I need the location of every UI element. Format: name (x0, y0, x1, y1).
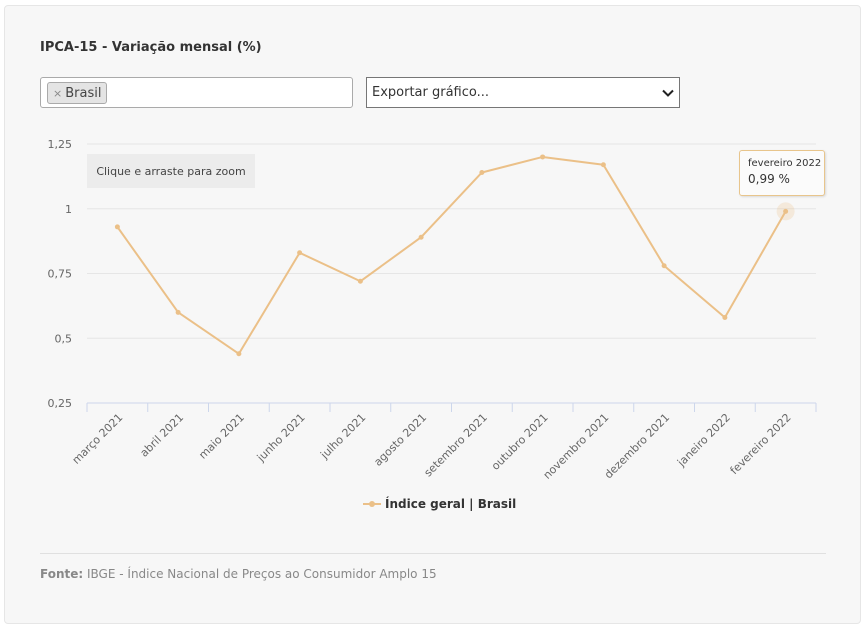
remove-tag-icon[interactable]: × (53, 86, 63, 100)
x-tick-label: maio 2021 (196, 411, 247, 462)
data-point (418, 234, 424, 240)
y-tick-label: 0,25 (48, 397, 73, 410)
zoom-hint: Clique e arraste para zoom (87, 154, 255, 188)
data-point (357, 278, 363, 284)
x-tick-label: março 2021 (70, 411, 126, 467)
footer-divider (40, 553, 826, 554)
export-chart-select-value: Exportar gráfico... (372, 85, 490, 100)
x-tick-label: dezembro 2021 (602, 411, 672, 481)
location-tag: × Brasil (47, 82, 108, 104)
data-point (297, 250, 303, 256)
x-tick-label: fevereiro 2022 (728, 411, 794, 477)
x-tick-label: novembro 2021 (541, 411, 612, 482)
y-tick-label: 0,5 (55, 332, 73, 345)
data-point (175, 309, 181, 315)
data-point (783, 208, 789, 214)
x-tick-label: setembro 2021 (422, 411, 490, 479)
tooltip-label: fevereiro 2022 (748, 158, 822, 169)
chart-card (4, 5, 861, 624)
data-tooltip: fevereiro 2022 0,99 % (739, 150, 825, 196)
data-point (479, 169, 485, 175)
data-point (722, 315, 728, 321)
legend-label: Índice geral | Brasil (385, 497, 517, 511)
x-tick-label: janeiro 2022 (674, 411, 733, 470)
tooltip-value: 0,99 % (748, 172, 790, 186)
chevron-down-icon (662, 89, 674, 97)
legend-swatch-icon (363, 496, 381, 512)
y-tick-label: 1,25 (48, 138, 73, 151)
data-point (600, 162, 606, 168)
data-point (114, 224, 120, 230)
x-tick-label: outubro 2021 (489, 411, 551, 473)
export-chart-select[interactable]: Exportar gráfico... (366, 77, 680, 108)
y-tick-label: 0,75 (48, 268, 73, 281)
data-point (661, 263, 667, 269)
location-multiselect[interactable]: × Brasil (40, 77, 353, 108)
x-tick-label: julho 2021 (317, 411, 368, 462)
data-point (236, 351, 242, 357)
legend-item[interactable]: Índice geral | Brasil (363, 496, 516, 512)
x-tick-label: junho 2021 (254, 411, 308, 465)
location-tag-label: Brasil (65, 85, 102, 101)
y-tick-label: 1 (65, 203, 72, 216)
source-label: Fonte: (40, 567, 84, 581)
source-note: Fonte: IBGE - Índice Nacional de Preços … (40, 567, 437, 581)
x-tick-label: agosto 2021 (371, 411, 429, 469)
series-line (116, 155, 787, 355)
x-tick-label: abril 2021 (138, 411, 187, 460)
data-point (540, 154, 546, 160)
source-text: IBGE - Índice Nacional de Preços ao Cons… (87, 567, 437, 581)
chart-title: IPCA-15 - Variação mensal (%) (40, 40, 262, 55)
